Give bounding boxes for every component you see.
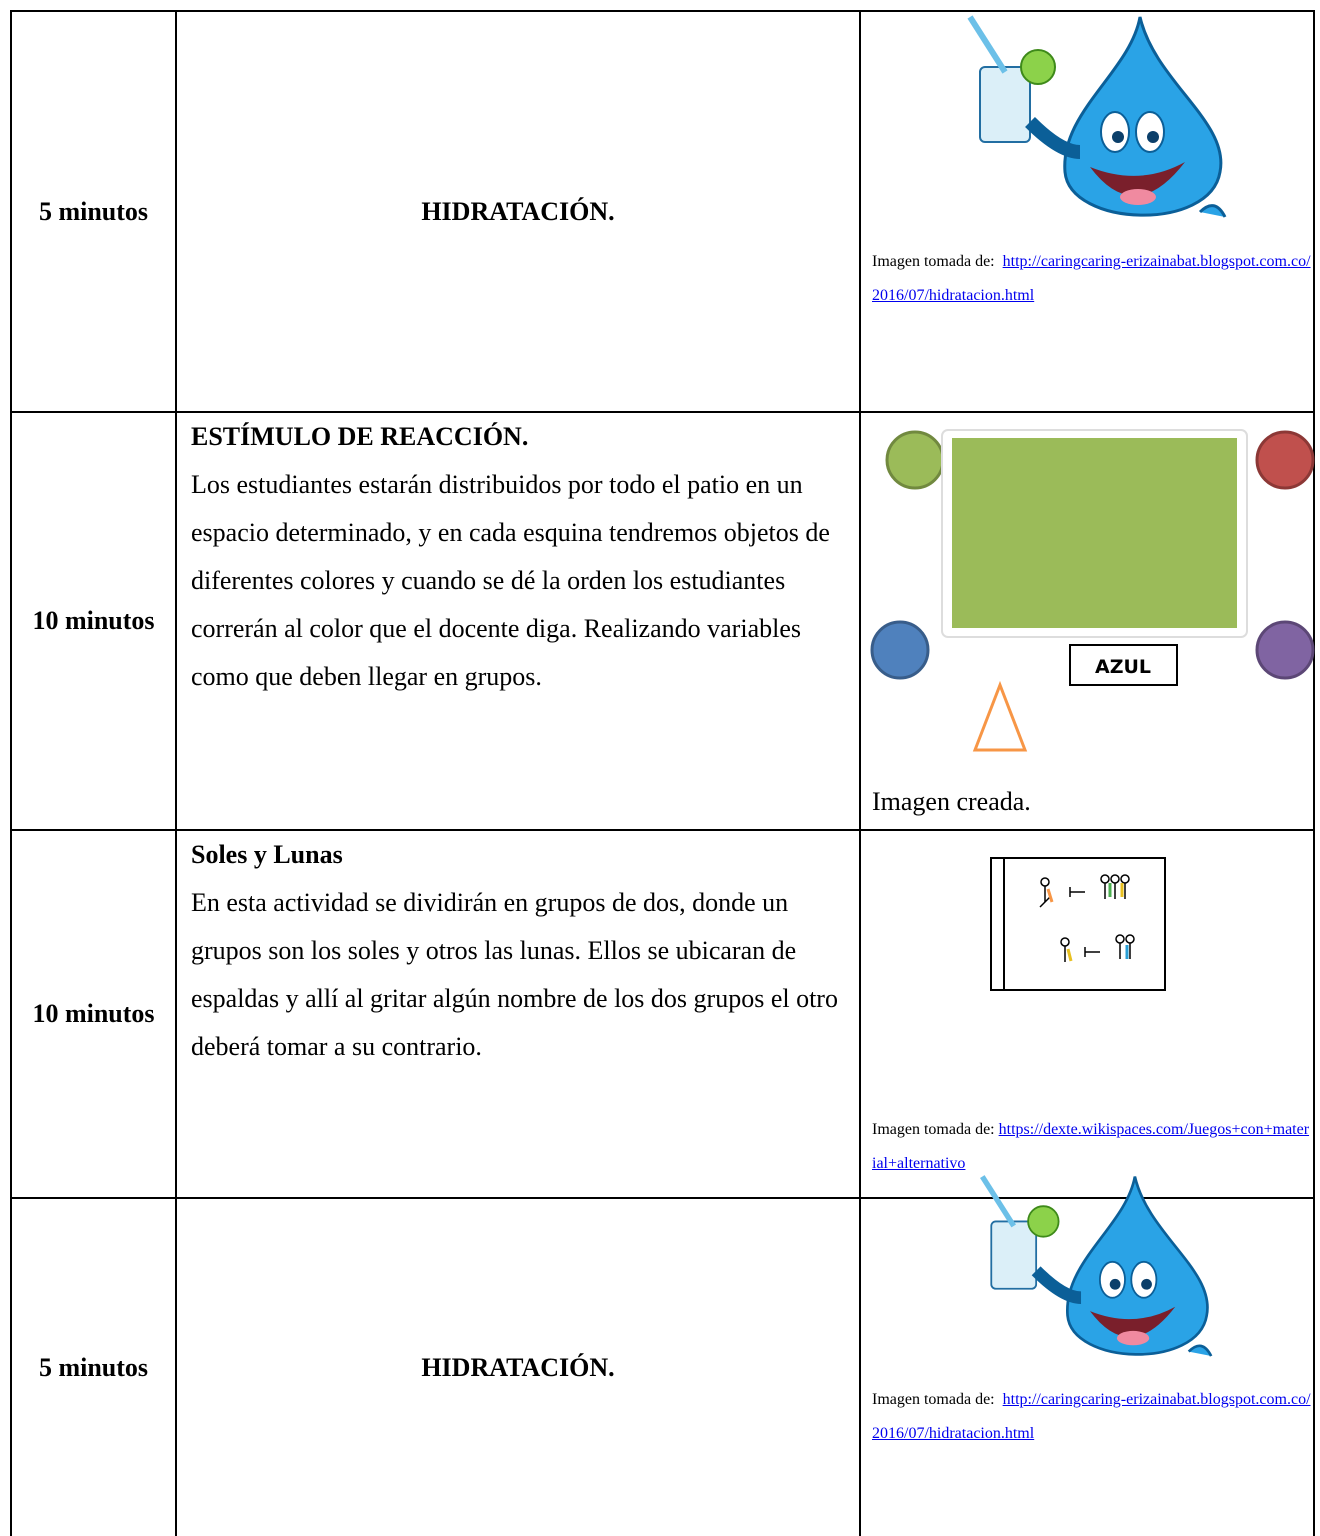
water-drop-image bbox=[980, 1175, 1213, 1357]
time-cell: 5 minutos bbox=[12, 1199, 175, 1536]
border bbox=[10, 829, 1315, 831]
border bbox=[10, 411, 1315, 413]
activity-description: En esta actividad se dividirán en grupos… bbox=[191, 888, 838, 1061]
image-caption: Imagen creada. bbox=[872, 787, 1031, 816]
suns-moons-diagram bbox=[990, 857, 1166, 991]
activity-title: HIDRATACIÓN. bbox=[421, 1352, 615, 1382]
source-link[interactable]: https://dexte.wikispaces.com/Juegos+con+… bbox=[872, 1121, 1310, 1172]
caption-prefix: Imagen tomada de: bbox=[872, 1121, 995, 1138]
border bbox=[10, 10, 1315, 12]
border bbox=[859, 10, 861, 1536]
image-caption: Imagen tomada de: http://caringcaring-er… bbox=[872, 245, 1312, 313]
source-link[interactable]: http://caringcaring-erizainabat.blogspot… bbox=[872, 253, 1311, 304]
time: 10 minutos bbox=[32, 999, 155, 1028]
time: 5 minutos bbox=[38, 1352, 149, 1382]
water-drop-image bbox=[967, 15, 1227, 218]
activity-cell: ESTÍMULO DE REACCIÓN. Los estudiantes es… bbox=[177, 413, 859, 829]
source-link[interactable]: http://caringcaring-erizainabat.blogspot… bbox=[872, 1391, 1311, 1442]
activity-title: ESTÍMULO DE REACCIÓN. bbox=[191, 422, 529, 451]
activity-title: Soles y Lunas bbox=[191, 840, 343, 869]
activity-description: Los estudiantes estarán distribuidos por… bbox=[191, 470, 830, 691]
time-cell: 5 minutos bbox=[12, 12, 175, 411]
time-cell: 10 minutos bbox=[12, 831, 175, 1197]
time: 10 minutos bbox=[32, 606, 155, 635]
image-caption: Imagen tomada de: http://caringcaring-er… bbox=[872, 1383, 1312, 1451]
caption-prefix: Imagen tomada de: bbox=[872, 253, 995, 270]
border bbox=[10, 1197, 1315, 1199]
time: 5 minutos bbox=[38, 196, 149, 226]
time-cell: 10 minutos bbox=[12, 413, 175, 829]
image-label: AZUL bbox=[1095, 656, 1151, 678]
border bbox=[10, 10, 12, 1536]
border bbox=[1313, 10, 1315, 1536]
border bbox=[175, 10, 177, 1536]
colors-diagram: AZUL bbox=[870, 429, 1315, 752]
image-caption: Imagen tomada de: https://dexte.wikispac… bbox=[872, 1113, 1312, 1181]
caption-prefix: Imagen tomada de: bbox=[872, 1391, 995, 1408]
activity-title: HIDRATACIÓN. bbox=[421, 196, 615, 226]
activity-cell: Soles y Lunas En esta actividad se divid… bbox=[177, 831, 859, 1197]
